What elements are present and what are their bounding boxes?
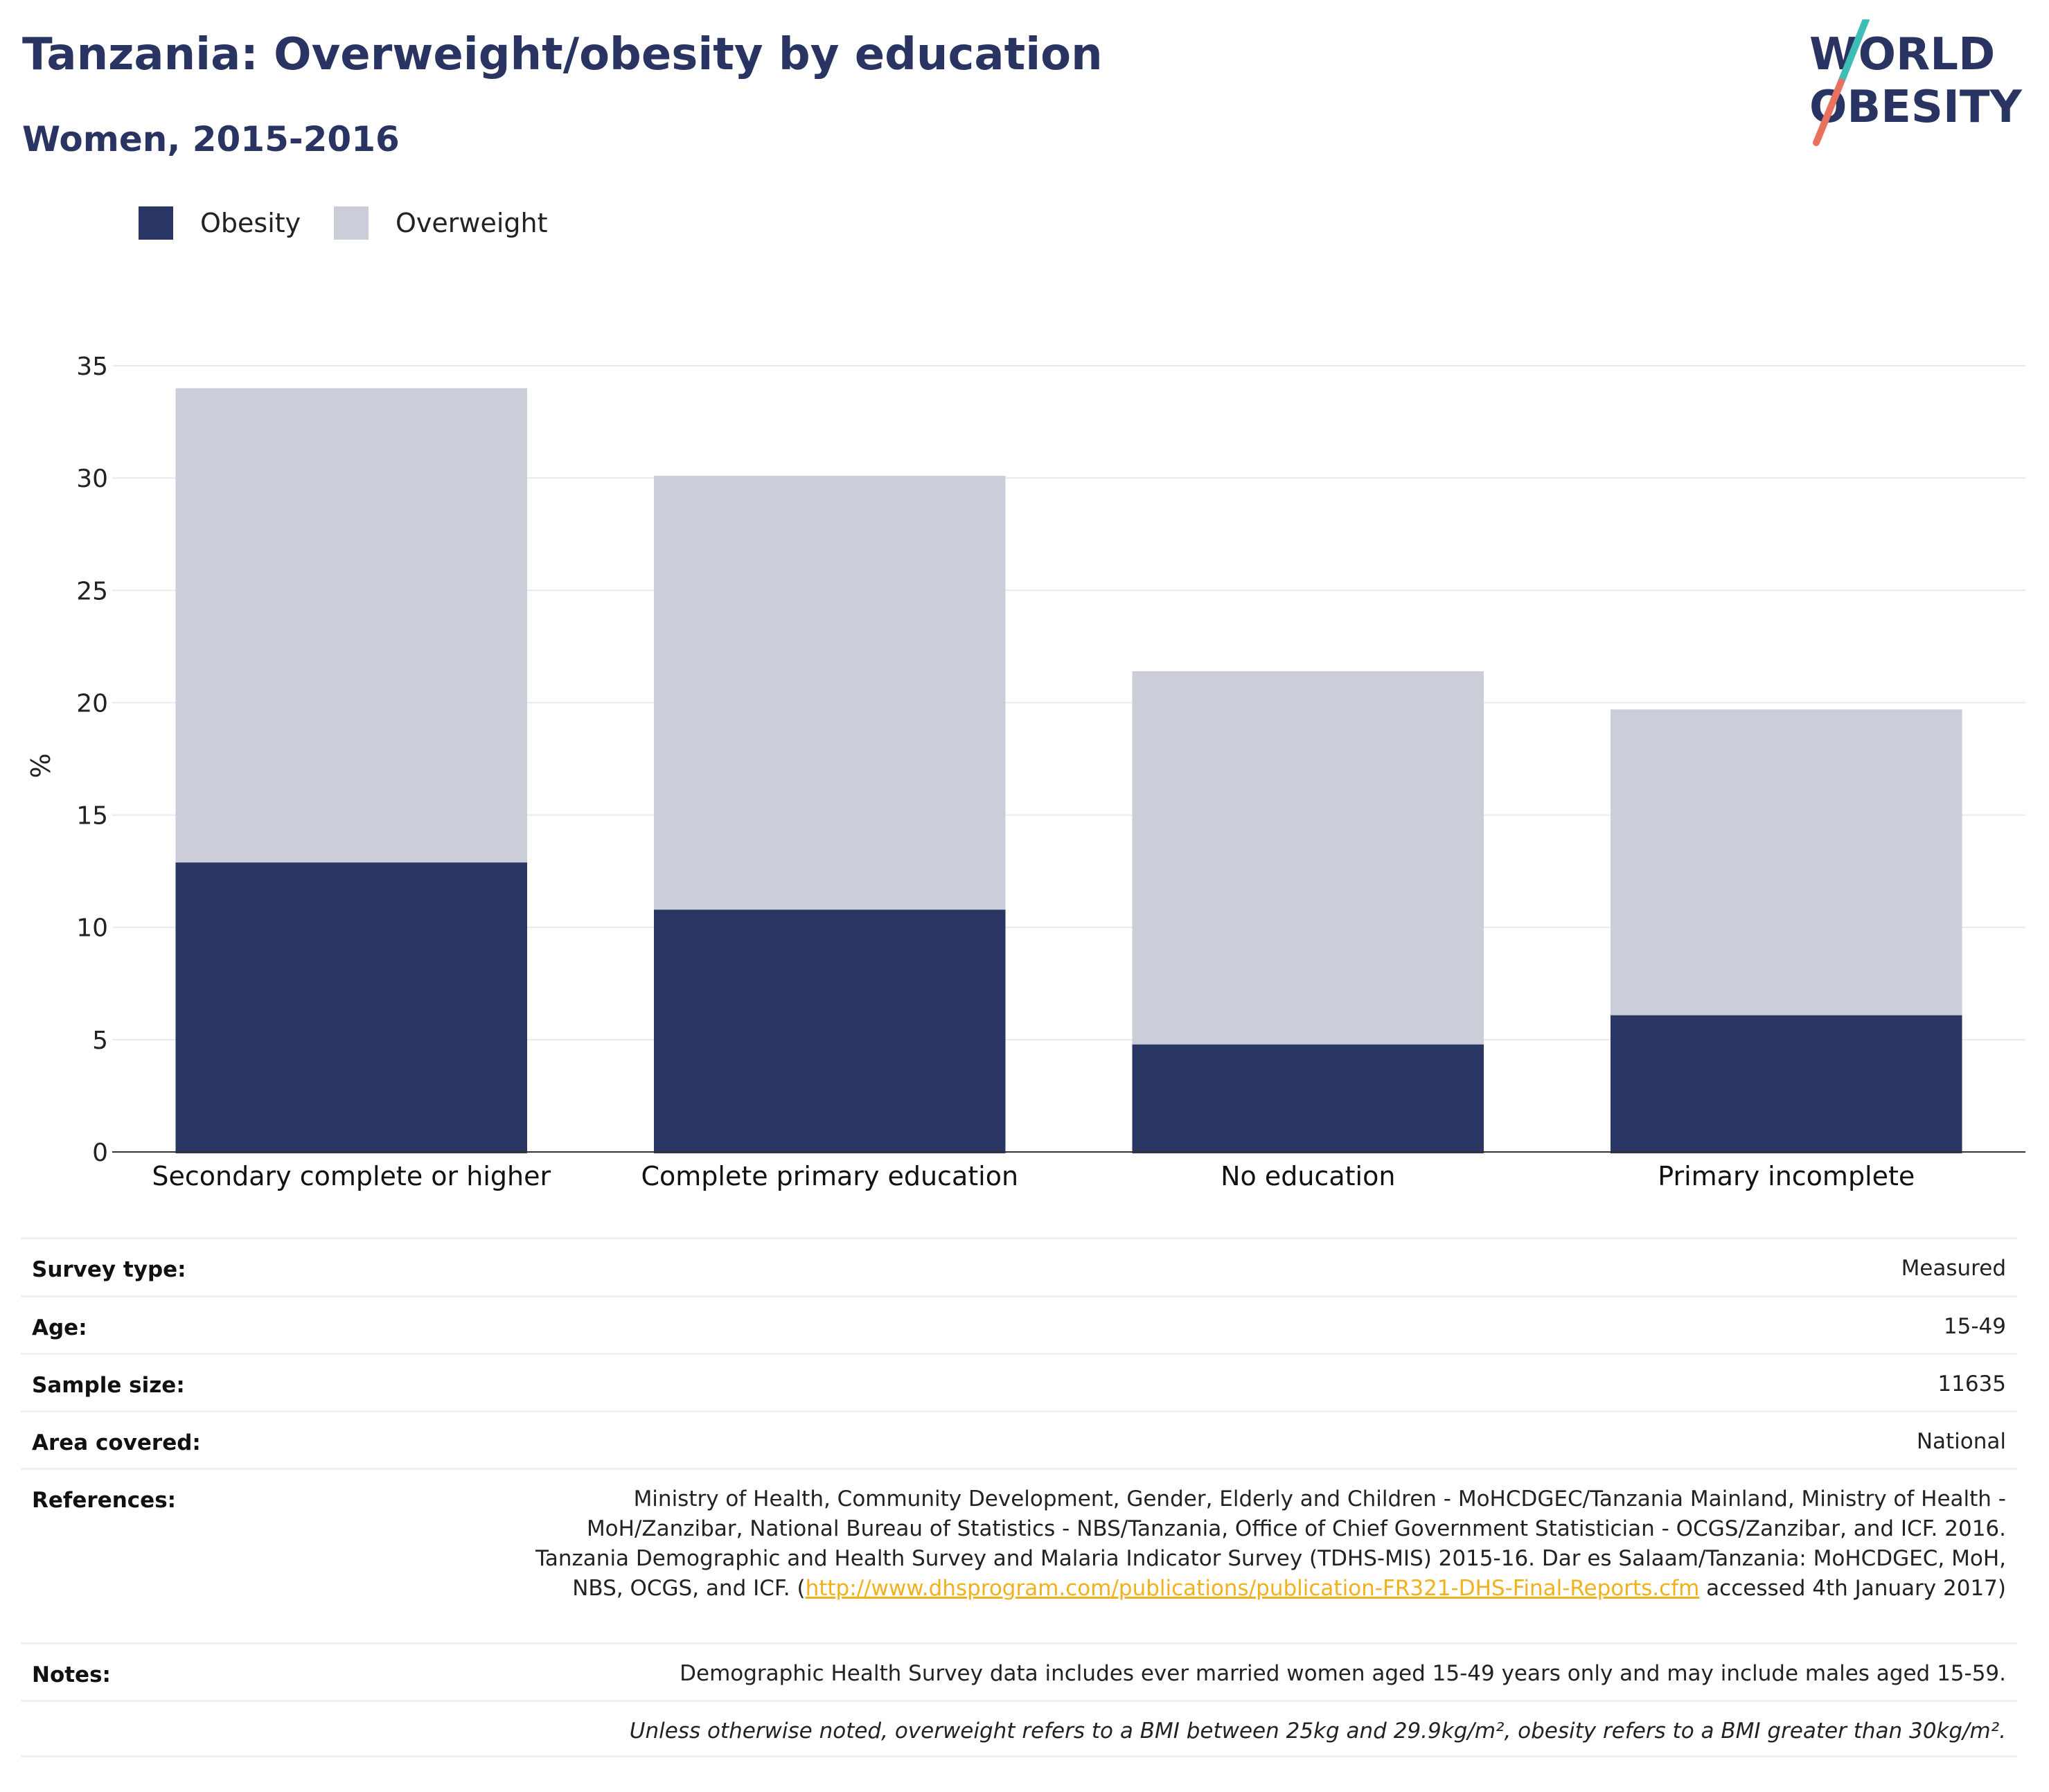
y-tick-label: 0 — [92, 1139, 108, 1167]
definition-note: Unless otherwise noted, overweight refer… — [629, 1719, 2006, 1744]
legend-swatch-overweight — [334, 206, 369, 240]
logo-slash-teal — [1838, 19, 1870, 85]
logo-slash-coral — [1813, 78, 1845, 146]
logo-text-obesity: OBESITY — [1809, 82, 2022, 133]
survey-info-table: Survey type: Measured Age: 15-49 Sample … — [21, 1237, 2017, 1757]
info-row-sample-size: Sample size: 11635 — [21, 1353, 2017, 1410]
area-covered-value: National — [1916, 1429, 2006, 1454]
area-covered-label: Area covered: — [32, 1430, 201, 1455]
legend-label-obesity: Obesity — [200, 208, 301, 238]
y-tick-label: 5 — [92, 1027, 108, 1055]
bar-overweight — [653, 475, 1006, 910]
x-tick-label: Secondary complete or higher — [152, 1161, 551, 1191]
chart-subtitle: Women, 2015-2016 — [22, 119, 400, 159]
info-row-age: Age: 15-49 — [21, 1295, 2017, 1353]
x-tick-label: No education — [1221, 1161, 1395, 1191]
chart-title: Tanzania: Overweight/obesity by educatio… — [22, 29, 1103, 80]
age-value: 15-49 — [1943, 1314, 2006, 1339]
y-axis-title: % — [26, 753, 56, 778]
world-obesity-logo: WORLD OBESITY — [1809, 19, 2022, 146]
y-tick-label: 10 — [76, 914, 108, 943]
age-label: Age: — [32, 1315, 87, 1340]
references-link[interactable]: http://www.dhsprogram.com/publications/p… — [805, 1576, 1700, 1601]
info-row-definition: Unless otherwise noted, overweight refer… — [21, 1700, 2017, 1757]
references-label: References: — [32, 1488, 177, 1513]
stacked-bar-chart: 0 5 10 15 20 25 30 35% Secondary complete or hig… — [26, 353, 2025, 1191]
info-row-area-covered: Area covered: National — [21, 1410, 2017, 1468]
y-tick-label: 25 — [76, 577, 108, 605]
survey-type-value: Measured — [1901, 1256, 2006, 1281]
notes-label: Notes: — [32, 1662, 111, 1687]
info-row-references: References: Ministry of Health, Communit… — [21, 1468, 2017, 1642]
bar-obesity — [1132, 1044, 1484, 1153]
logo-text-world: WORLD — [1809, 29, 1995, 80]
bar-obesity — [653, 909, 1006, 1153]
y-tick-label: 15 — [76, 802, 108, 831]
y-tick-label: 30 — [76, 465, 108, 493]
x-tick-label: Complete primary education — [641, 1161, 1018, 1191]
references-value: Ministry of Health, Community Developmen… — [517, 1484, 2006, 1604]
legend-swatch-obesity — [139, 206, 173, 240]
bar-overweight — [1610, 709, 1962, 1015]
y-tick-label: 20 — [76, 689, 108, 718]
references-text: Ministry of Health, Community Developmen… — [535, 1487, 2006, 1601]
bar-obesity — [175, 862, 528, 1153]
info-row-notes: Notes: Demographic Health Survey data in… — [21, 1642, 2017, 1700]
y-tick-label: 35 — [76, 353, 108, 381]
bar-overweight — [175, 388, 528, 863]
bar-overweight — [1132, 671, 1484, 1045]
info-row-survey-type: Survey type: Measured — [21, 1237, 2017, 1295]
x-tick-label: Primary incomplete — [1658, 1161, 1915, 1191]
references-accessed-text: accessed 4th January 2017) — [1699, 1576, 2006, 1601]
sample-size-value: 11635 — [1937, 1372, 2006, 1396]
notes-value: Demographic Health Survey data includes … — [680, 1661, 2006, 1686]
bar-obesity — [1610, 1015, 1962, 1153]
sample-size-label: Sample size: — [32, 1373, 185, 1398]
survey-type-label: Survey type: — [32, 1257, 186, 1282]
legend-label-overweight: Overweight — [396, 208, 548, 238]
